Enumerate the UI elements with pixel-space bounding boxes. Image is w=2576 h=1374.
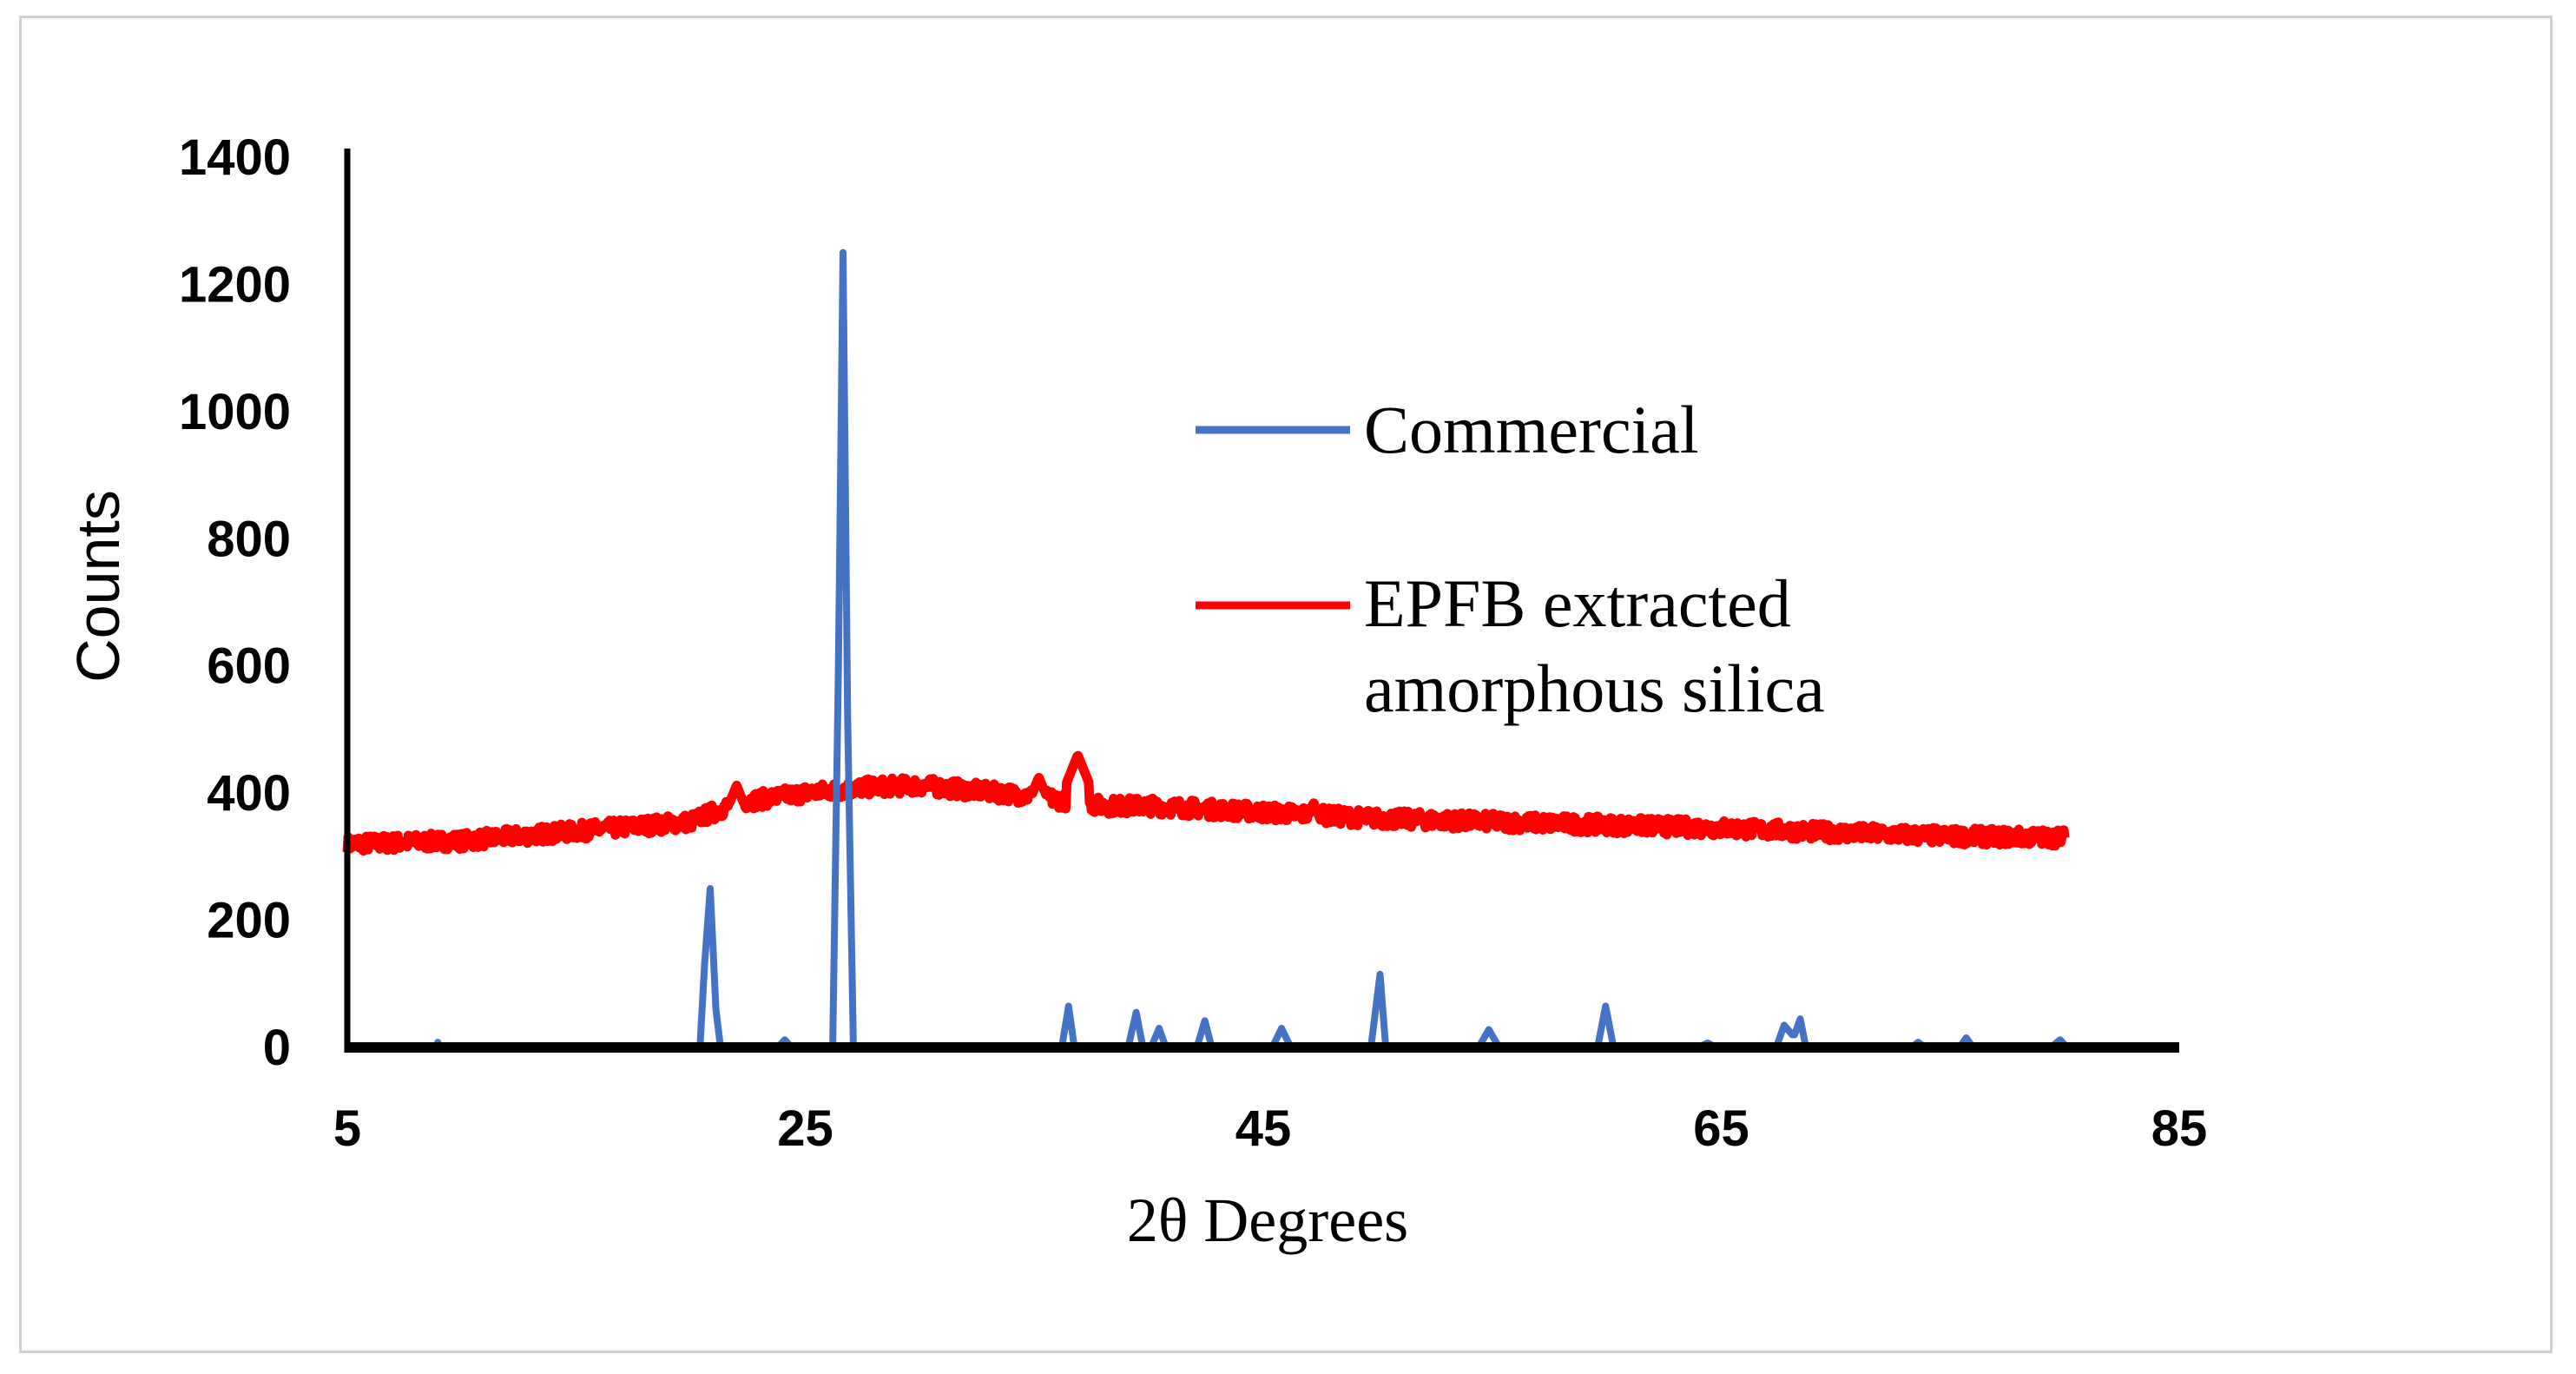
y-axis-title: Counts (64, 490, 132, 683)
x-tick-label: 85 (2151, 1100, 2208, 1157)
y-tick-label: 400 (207, 765, 291, 822)
x-tick-label: 5 (333, 1100, 361, 1157)
x-tick-labels: 5 25 45 65 85 (333, 1100, 2207, 1157)
legend-commercial-label: Commercial (1364, 392, 1699, 467)
x-tick-label: 65 (1693, 1100, 1749, 1157)
y-tick-label: 1400 (179, 129, 291, 186)
y-tick-label: 800 (207, 511, 291, 567)
x-axis-title: 2θ Degrees (1127, 1186, 1408, 1255)
y-tick-label: 600 (207, 638, 291, 695)
y-tick-label: 0 (263, 1020, 291, 1076)
y-tick-label: 200 (207, 893, 291, 949)
chart-frame: 0 200 400 600 800 1000 1200 1400 5 25 45 65 85 Coun… (19, 16, 2553, 1353)
y-tick-label: 1000 (179, 384, 291, 440)
y-tick-labels: 0 200 400 600 800 1000 1200 1400 (179, 129, 291, 1076)
legend: Commercial EPFB extracted amorphous sili… (1196, 392, 1825, 726)
xrd-chart: 0 200 400 600 800 1000 1200 1400 5 25 45 65 85 Coun… (64, 129, 2207, 1255)
legend-epfb-label: EPFB extracted amorphous silica (1364, 565, 1825, 726)
x-tick-label: 25 (777, 1100, 833, 1157)
x-tick-label: 45 (1235, 1100, 1292, 1157)
series-epfb-line (342, 750, 2070, 856)
y-tick-label: 1200 (179, 256, 291, 313)
